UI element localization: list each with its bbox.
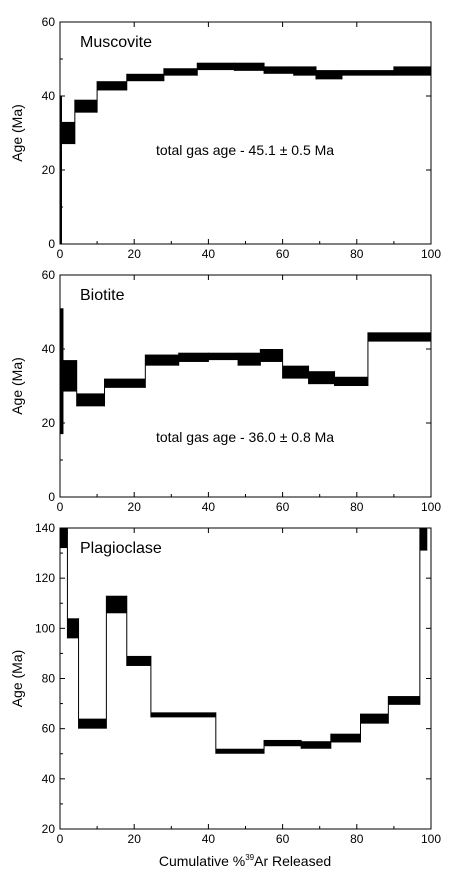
biotite-y-tick-label-20: 20 [42, 416, 56, 430]
muscovite-step-3 [74, 99, 98, 113]
biotite-total-gas-age: total gas age - 36.0 ± 0.8 Ma [156, 429, 334, 445]
plagioclase-step-4 [106, 595, 127, 614]
plagioclase-step-6 [150, 712, 216, 718]
biotite-y-tick-label-40: 40 [42, 342, 56, 356]
biotite-y-tick-label-0: 0 [48, 490, 55, 504]
muscovite-step-11 [315, 70, 342, 80]
muscovite-step-2 [61, 121, 75, 145]
plagioclase-title: Plagioclase [80, 540, 162, 557]
muscovite-step-4 [97, 81, 127, 91]
plagioclase-y-tick-label-80: 80 [42, 672, 56, 686]
plagioclase-step-12 [388, 696, 420, 705]
biotite-step-3 [76, 393, 105, 407]
biotite-step-6 [178, 352, 209, 362]
plagioclase-y-tick-label-140: 140 [35, 521, 55, 535]
biotite-title: Biotite [80, 287, 125, 304]
plagioclase-y-tick-label-60: 60 [42, 722, 56, 736]
biotite-step-4 [104, 378, 146, 388]
muscovite-y-axis-label: Age (Ma) [9, 104, 25, 162]
plagioclase-step-2 [67, 618, 79, 639]
muscovite-axis-ticks: 0 20 40 60 80 100 0 20 40 60 [42, 15, 442, 261]
muscovite-step-9 [264, 66, 294, 74]
biotite-step-9 [260, 349, 283, 362]
biotite-steps [60, 308, 431, 435]
plagioclase-y-tick-label-100: 100 [35, 621, 55, 635]
plagioclase-x-tick-label-40: 40 [202, 832, 216, 846]
muscovite-step-8 [234, 62, 265, 71]
biotite-x-tick-label-20: 20 [128, 500, 142, 514]
plagioclase-y-tick-label-20: 20 [42, 822, 56, 836]
muscovite-y-tick-label-40: 40 [42, 89, 56, 103]
plagioclase-step-9 [301, 741, 331, 749]
plagioclase-step-11 [360, 713, 389, 724]
plagioclase-x-tick-label-60: 60 [276, 832, 290, 846]
muscovite-y-tick-label-20: 20 [42, 163, 56, 177]
muscovite-x-tick-label-100: 100 [421, 247, 441, 261]
muscovite-plot-frame [59, 21, 432, 245]
plagioclase-step-10 [330, 733, 361, 743]
biotite-x-tick-label-0: 0 [57, 500, 64, 514]
muscovite-steps [60, 62, 431, 244]
x-axis-label-prefix: Cumulative % [159, 853, 245, 869]
biotite-x-tick-label-100: 100 [421, 500, 441, 514]
biotite-step-7 [208, 352, 239, 361]
biotite-y-axis-label: Age (Ma) [9, 357, 25, 415]
biotite-x-tick-label-80: 80 [350, 500, 364, 514]
muscovite-y-tick-label-0: 0 [48, 237, 55, 251]
muscovite-step-10 [293, 66, 316, 76]
muscovite-x-tick-label-20: 20 [128, 247, 142, 261]
plagioclase-x-tick-label-100: 100 [421, 832, 441, 846]
plagioclase-x-tick-label-0: 0 [57, 832, 64, 846]
plagioclase-x-tick-label-20: 20 [128, 832, 142, 846]
plagioclase-step-7 [215, 748, 265, 754]
muscovite-x-tick-label-0: 0 [57, 247, 64, 261]
muscovite-title: Muscovite [80, 34, 152, 51]
x-axis-label-suffix: Ar Released [254, 853, 331, 869]
biotite-step-10 [282, 365, 309, 379]
plagioclase-step-1 [60, 528, 68, 549]
biotite-step-5 [145, 354, 179, 366]
plagioclase-steps [60, 528, 428, 754]
muscovite-step-12 [341, 70, 394, 76]
muscovite-x-tick-label-80: 80 [350, 247, 364, 261]
biotite-step-1 [60, 308, 63, 435]
plagioclase-step-5 [126, 655, 151, 666]
muscovite-step-7 [197, 62, 235, 71]
biotite-axis-ticks: 0 20 40 60 80 100 0 20 40 60 [42, 268, 442, 514]
muscovite-step-6 [163, 68, 198, 76]
x-axis-label-superscript: 39 [245, 853, 254, 862]
biotite-step-8 [238, 352, 261, 366]
biotite-x-tick-label-40: 40 [202, 500, 216, 514]
plagioclase-y-tick-label-120: 120 [35, 571, 55, 585]
x-axis-label: Cumulative %39Ar Released [159, 853, 331, 869]
biotite-step-13 [367, 332, 431, 342]
biotite-y-tick-label-60: 60 [42, 268, 56, 282]
muscovite-step-13 [393, 66, 431, 76]
muscovite-panel: 0 20 40 60 80 100 0 20 40 60 Muscovite total gas … [9, 15, 441, 261]
biotite-step-12 [334, 376, 368, 386]
muscovite-y-tick-label-60: 60 [42, 15, 56, 29]
plagioclase-plot-frame [59, 527, 432, 830]
muscovite-step-5 [126, 73, 164, 82]
plagioclase-y-axis-label: Age (Ma) [9, 650, 25, 708]
muscovite-x-tick-label-60: 60 [276, 247, 290, 261]
biotite-x-tick-label-60: 60 [276, 500, 290, 514]
plagioclase-step-3 [78, 718, 107, 729]
muscovite-total-gas-age: total gas age - 45.1 ± 0.5 Ma [156, 142, 334, 158]
muscovite-x-tick-label-40: 40 [202, 247, 216, 261]
plagioclase-step-13 [419, 528, 428, 551]
plagioclase-x-tick-label-80: 80 [350, 832, 364, 846]
biotite-panel: 0 20 40 60 80 100 0 20 40 60 Biotite total gas ag… [9, 268, 441, 514]
plagioclase-step-8 [264, 739, 302, 747]
biotite-step-11 [308, 371, 335, 385]
biotite-step-2 [62, 360, 77, 392]
plagioclase-y-tick-label-40: 40 [42, 772, 56, 786]
